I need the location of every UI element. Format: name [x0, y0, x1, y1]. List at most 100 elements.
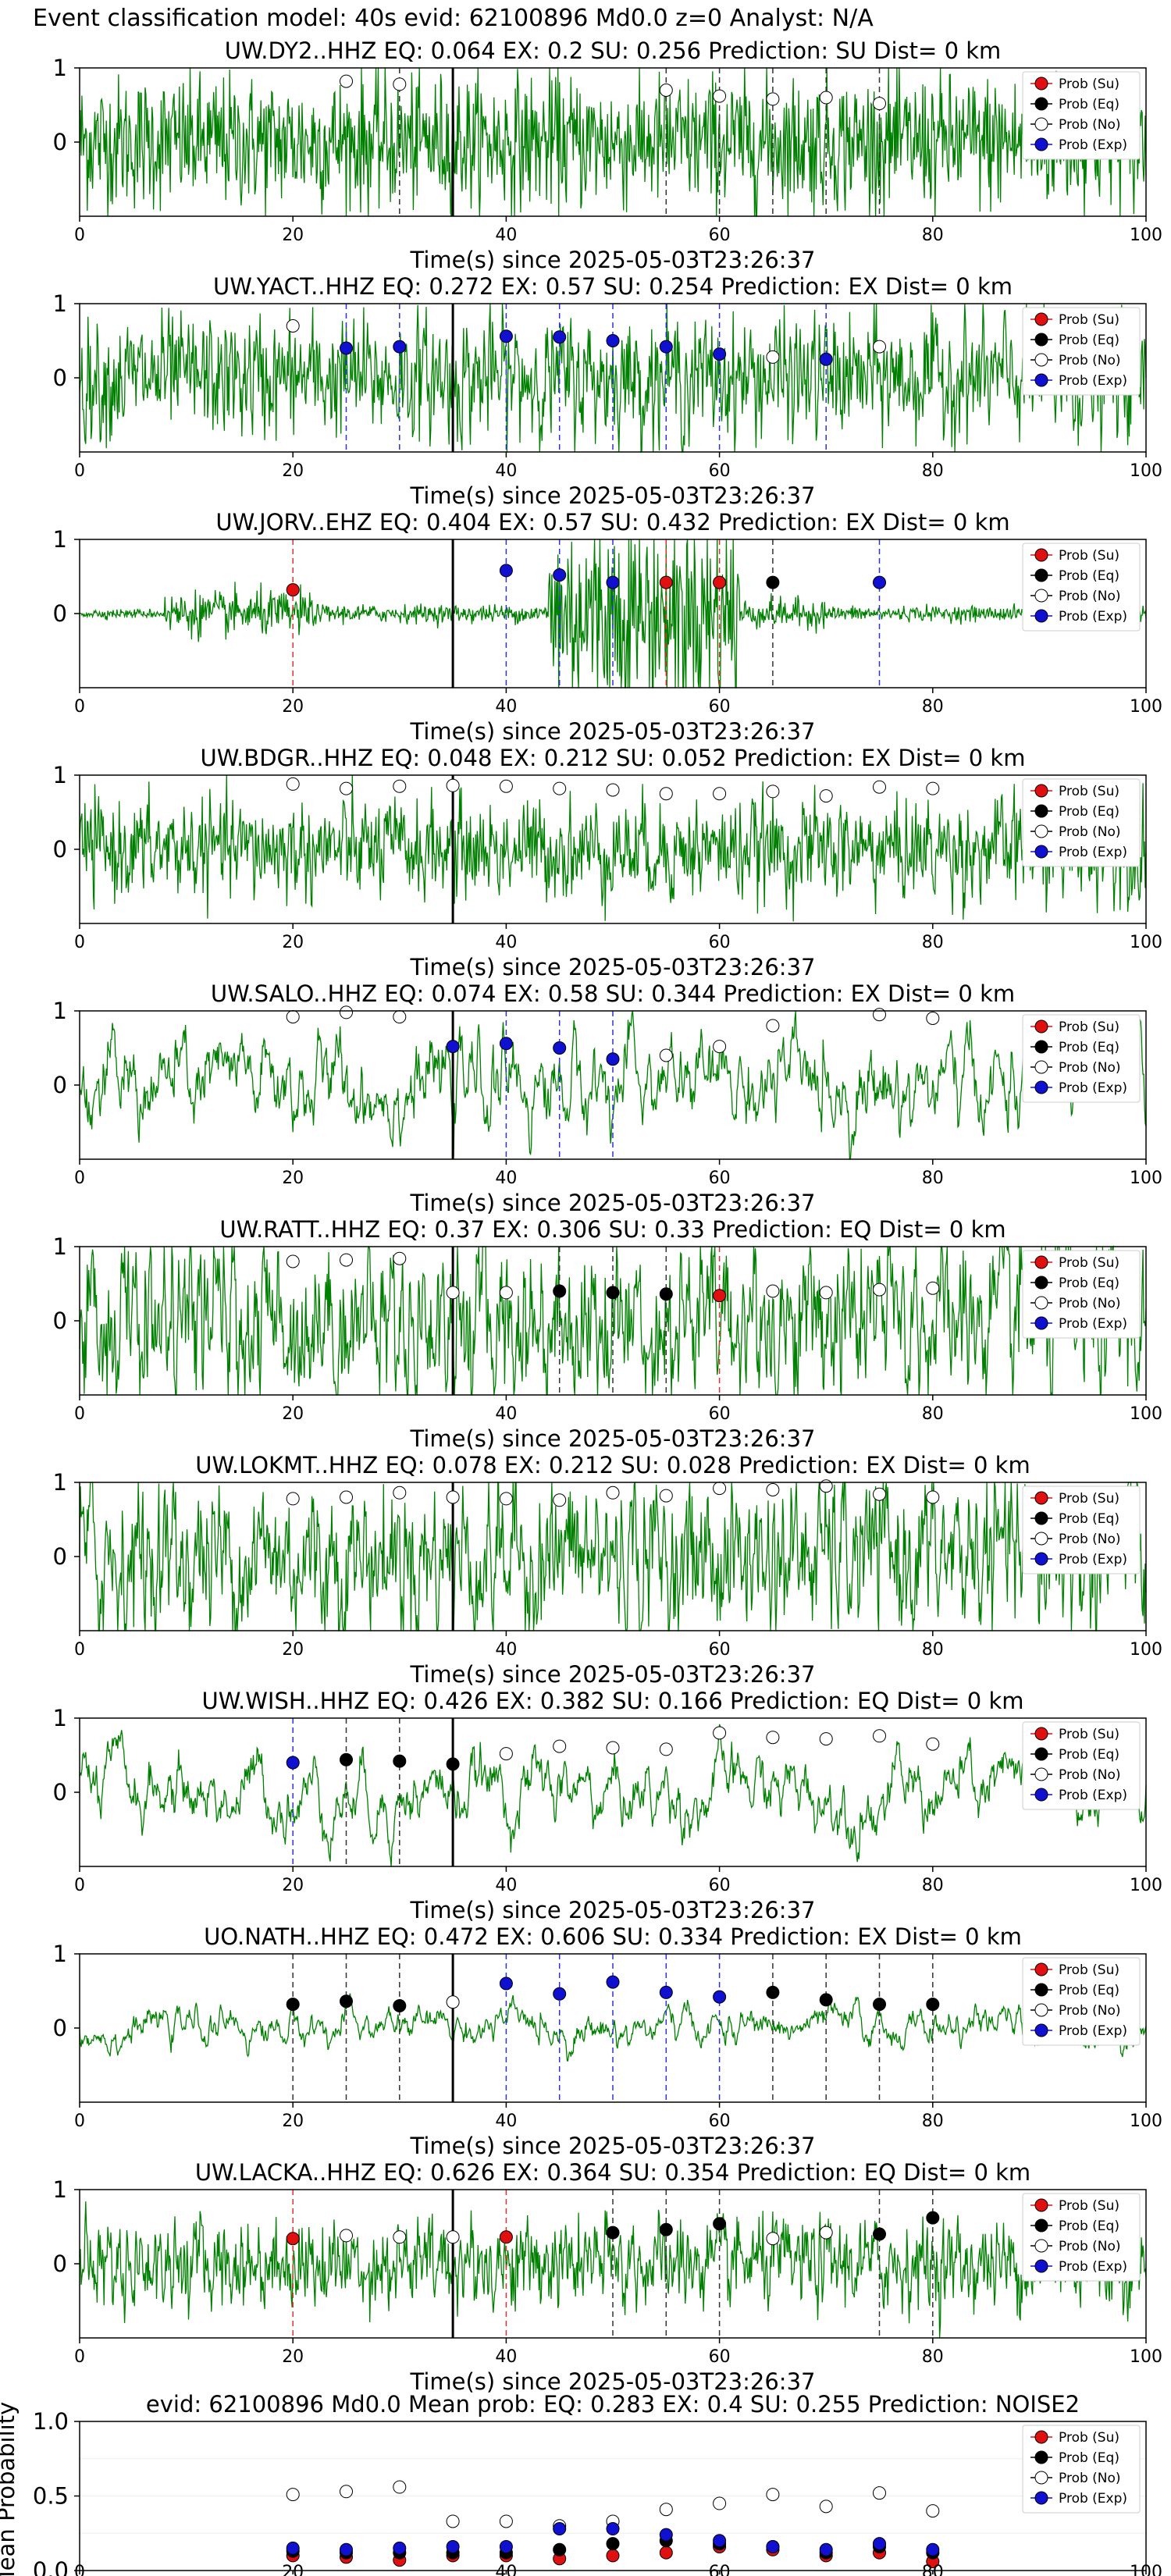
y-tick-label: 1 — [53, 1705, 67, 1731]
prob-point-no — [713, 1040, 727, 1054]
prob-point-su — [286, 2232, 300, 2246]
prob-point-no — [393, 1251, 407, 1265]
legend-box — [1022, 2193, 1141, 2282]
prob-point-no — [766, 1483, 780, 1496]
x-tick-label: 0 — [74, 1404, 85, 1424]
x-tick-label: 20 — [282, 1169, 304, 1188]
x-tick-label: 100 — [1130, 226, 1162, 245]
x-tick-label: 60 — [709, 2347, 731, 2367]
mean-point-no — [393, 2480, 407, 2494]
prob-point-no — [713, 1726, 727, 1740]
prob-point-no — [819, 1479, 833, 1493]
legend-label-eq: Prob (Eq) — [1059, 97, 1119, 112]
prob-point-no — [926, 1012, 940, 1025]
legend-label-eq: Prob (Eq) — [1059, 568, 1119, 584]
x-tick-label: 40 — [495, 2563, 517, 2576]
prob-point-no — [766, 350, 780, 364]
mean-point-exp — [340, 2542, 353, 2556]
prob-point-su — [286, 583, 300, 597]
x-tick-label: 40 — [495, 1640, 517, 1660]
mean-point-exp — [713, 2534, 727, 2548]
mean-point-exp — [606, 2522, 620, 2536]
legend-label-no: Prob (No) — [1059, 1767, 1121, 1783]
legend-marker-no — [1034, 2003, 1048, 2017]
mean-point-no — [873, 2486, 886, 2500]
legend-marker-su — [1034, 2430, 1048, 2444]
x-axis-label: Time(s) since 2025-05-03T23:26:37 — [410, 482, 816, 509]
legend-label-exp: Prob (Exp) — [1059, 2491, 1127, 2507]
prob-point-exp — [499, 564, 513, 578]
legend-marker-no — [1034, 353, 1048, 367]
x-axis-label: Time(s) since 2025-05-03T23:26:37 — [410, 2133, 816, 2159]
prob-point-su — [713, 1289, 727, 1303]
legend-label-eq: Prob (Eq) — [1059, 1040, 1119, 1055]
x-tick-label: 100 — [1130, 1640, 1162, 1660]
legend-marker-su — [1034, 1491, 1048, 1505]
legend-label-no: Prob (No) — [1059, 117, 1121, 133]
prob-point-eq — [606, 1286, 620, 1300]
x-tick-label: 0 — [74, 1876, 85, 1895]
prob-point-exp — [553, 1041, 567, 1055]
legend-label-no: Prob (No) — [1059, 2471, 1121, 2486]
mean-point-exp — [286, 2541, 300, 2555]
y-tick-label: 1 — [53, 2176, 67, 2203]
legend-marker-no — [1034, 1060, 1048, 1074]
legend-marker-eq — [1034, 804, 1048, 818]
y-tick-label: 1.0 — [33, 2408, 69, 2435]
x-tick-label: 0 — [74, 461, 85, 481]
legend-marker-no — [1034, 1296, 1048, 1310]
legend-box — [1022, 307, 1141, 396]
prob-point-no — [340, 1490, 353, 1504]
legend-label-exp: Prob (Exp) — [1059, 2023, 1127, 2039]
legend-label-exp: Prob (Exp) — [1059, 845, 1127, 860]
x-axis-label: Time(s) since 2025-05-03T23:26:37 — [410, 247, 816, 273]
prob-point-exp — [606, 1052, 620, 1066]
x-tick-label: 40 — [495, 1169, 517, 1188]
legend-label-no: Prob (No) — [1059, 1060, 1121, 1076]
legend-label-no: Prob (No) — [1059, 1296, 1121, 1311]
x-tick-label: 60 — [709, 1404, 731, 1424]
prob-point-eq — [659, 1287, 673, 1301]
x-tick-label: 40 — [495, 933, 517, 952]
prob-point-no — [340, 74, 353, 88]
mean-point-no — [766, 2488, 780, 2502]
x-tick-label: 0 — [74, 1640, 85, 1660]
prob-point-eq — [393, 1754, 407, 1768]
prob-point-eq — [393, 1999, 407, 2012]
x-tick-label: 40 — [495, 1404, 517, 1424]
x-tick-label: 20 — [282, 2563, 304, 2576]
x-tick-label: 40 — [495, 2112, 517, 2131]
y-tick-label: 1 — [53, 526, 67, 553]
y-axis-label: Mean Probability — [0, 2402, 20, 2576]
prob-point-no — [446, 1490, 460, 1504]
station-panel: UW.YACT..HHZ EQ: 0.272 EX: 0.57 SU: 0.25… — [53, 273, 1162, 509]
prob-point-no — [819, 2226, 833, 2240]
x-tick-label: 0 — [74, 1169, 85, 1188]
legend-label-su: Prob (Su) — [1059, 2430, 1119, 2446]
panel-title: UW.SALO..HHZ EQ: 0.074 EX: 0.58 SU: 0.34… — [211, 980, 1015, 1007]
prob-point-no — [766, 1284, 780, 1298]
figure-suptitle: Event classification model: 40s evid: 62… — [33, 5, 874, 32]
x-tick-label: 80 — [922, 226, 944, 245]
legend-marker-eq — [1034, 2450, 1048, 2464]
legend-label-exp: Prob (Exp) — [1059, 1552, 1127, 1567]
prob-point-eq — [286, 1998, 300, 2012]
legend-box — [1022, 543, 1141, 632]
prob-point-eq — [553, 1284, 567, 1298]
prob-point-no — [393, 2230, 407, 2244]
panel-title: UW.JORV..EHZ EQ: 0.404 EX: 0.57 SU: 0.43… — [215, 509, 1009, 535]
mean-point-no — [713, 2496, 727, 2510]
prob-point-no — [713, 1482, 727, 1496]
waveform-trace — [79, 774, 1147, 922]
prob-point-eq — [873, 1998, 886, 2012]
legend-marker-exp — [1034, 373, 1048, 387]
prob-point-exp — [499, 1037, 513, 1051]
legend-marker-no — [1034, 117, 1048, 131]
x-tick-label: 60 — [709, 933, 731, 952]
mean-point-no — [659, 2503, 673, 2517]
x-tick-label: 40 — [495, 697, 517, 717]
y-tick-label: 0 — [53, 365, 67, 391]
y-tick-label: 1 — [53, 290, 67, 317]
prob-point-exp — [446, 1040, 460, 1054]
prob-point-eq — [766, 1985, 780, 1999]
